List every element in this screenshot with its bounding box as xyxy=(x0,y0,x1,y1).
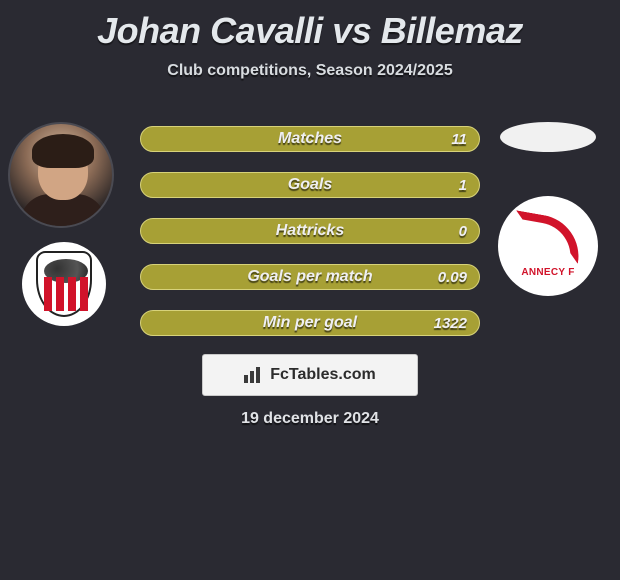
season-subtitle: Club competitions, Season 2024/2025 xyxy=(0,62,620,80)
brand-watermark: FcTables.com xyxy=(202,354,418,396)
stat-label: Hattricks xyxy=(276,222,344,240)
stat-value-right: 11 xyxy=(451,131,467,148)
stat-value-right: 1322 xyxy=(434,315,467,332)
stat-label: Matches xyxy=(278,130,342,148)
right-club-badge: ANNECY F xyxy=(498,196,598,296)
stat-value-right: 0.09 xyxy=(438,269,467,286)
page-title: Johan Cavalli vs Billemaz xyxy=(0,0,620,52)
stat-value-right: 1 xyxy=(459,177,467,194)
left-player-column xyxy=(8,122,120,326)
brand-text: FcTables.com xyxy=(270,366,376,384)
player-avatar xyxy=(8,122,114,228)
stat-value-right: 0 xyxy=(459,223,467,240)
stat-label: Min per goal xyxy=(263,314,357,332)
player-avatar-placeholder xyxy=(500,122,596,152)
left-club-badge xyxy=(22,242,106,326)
stat-bars: Matches 11 Goals 1 Hattricks 0 Goals per… xyxy=(140,126,480,356)
stat-bar-hattricks: Hattricks 0 xyxy=(140,218,480,244)
annecy-badge-label: ANNECY F xyxy=(498,267,598,278)
generated-date: 19 december 2024 xyxy=(0,410,620,428)
stat-label: Goals per match xyxy=(247,268,372,286)
barchart-icon xyxy=(244,367,264,383)
stat-label: Goals xyxy=(288,176,332,194)
right-player-column: ANNECY F xyxy=(492,122,604,296)
stat-bar-gpm: Goals per match 0.09 xyxy=(140,264,480,290)
stat-bar-matches: Matches 11 xyxy=(140,126,480,152)
stat-bar-goals: Goals 1 xyxy=(140,172,480,198)
stat-bar-mpg: Min per goal 1322 xyxy=(140,310,480,336)
